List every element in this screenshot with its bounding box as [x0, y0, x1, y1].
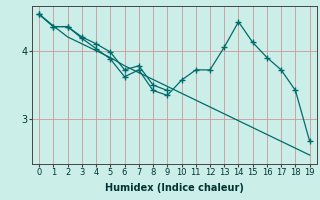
- X-axis label: Humidex (Indice chaleur): Humidex (Indice chaleur): [105, 183, 244, 193]
